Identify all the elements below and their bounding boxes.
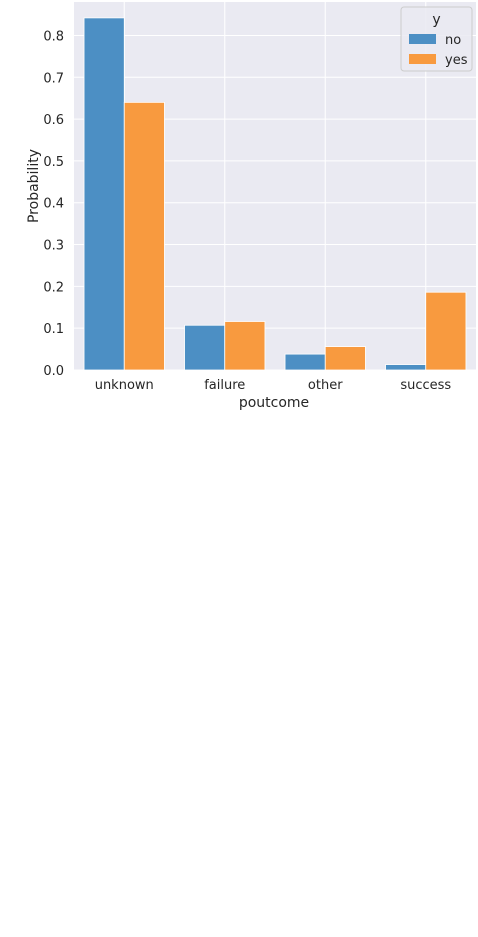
- y-tick-labels: 0.0 0.1 0.2 0.3 0.4 0.5 0.6 0.7 0.8: [43, 29, 64, 379]
- y-tick-label: 0.7: [43, 71, 64, 86]
- x-axis-label: poutcome: [239, 395, 309, 411]
- x-tick-label: other: [308, 378, 343, 393]
- y-tick-label: 0.5: [43, 155, 64, 170]
- bar-no-success: [386, 365, 426, 370]
- x-tick-label: unknown: [95, 378, 154, 393]
- y-tick-label: 0.1: [43, 322, 64, 337]
- y-tick-label: 0.8: [43, 29, 64, 44]
- bar-no-unknown: [84, 18, 124, 370]
- y-tick-label: 0.4: [43, 197, 64, 212]
- y-axis-label: Probability: [26, 149, 42, 223]
- y-tick-label: 0.6: [43, 113, 64, 128]
- legend-title: y: [432, 12, 440, 28]
- y-tick-label: 0.2: [43, 280, 64, 295]
- x-tick-labels: unknown failure other success: [95, 378, 452, 393]
- bar-yes-success: [426, 292, 466, 370]
- bar-no-failure: [185, 325, 225, 370]
- legend-label-no: no: [445, 33, 461, 48]
- y-tick-label: 0.0: [43, 364, 64, 379]
- x-tick-label: failure: [204, 378, 245, 393]
- bar-no-other: [285, 354, 325, 370]
- x-tick-label: success: [400, 378, 451, 393]
- legend-label-yes: yes: [445, 53, 468, 68]
- bar-yes-unknown: [124, 102, 164, 370]
- bar-yes-failure: [225, 321, 265, 370]
- legend: y no yes: [401, 7, 472, 71]
- y-tick-label: 0.3: [43, 239, 64, 254]
- legend-swatch-yes: [409, 54, 436, 64]
- bar-yes-other: [325, 347, 365, 370]
- legend-swatch-no: [409, 34, 436, 44]
